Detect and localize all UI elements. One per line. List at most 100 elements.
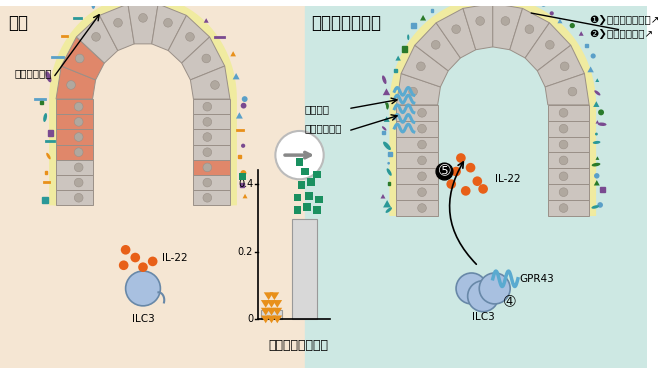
Ellipse shape <box>383 142 391 150</box>
Text: 抗菌ペプチド: 抗菌ペプチド <box>305 123 342 133</box>
Polygon shape <box>232 73 240 79</box>
Polygon shape <box>420 15 426 21</box>
Bar <box>600 187 605 191</box>
Ellipse shape <box>530 0 535 3</box>
Circle shape <box>476 16 484 25</box>
Circle shape <box>203 133 212 141</box>
Ellipse shape <box>592 163 600 166</box>
Bar <box>45 171 48 174</box>
Polygon shape <box>557 19 563 23</box>
Polygon shape <box>194 175 230 190</box>
Ellipse shape <box>385 102 389 107</box>
Circle shape <box>203 178 212 187</box>
Text: ➄: ➄ <box>439 165 450 178</box>
Bar <box>402 46 407 52</box>
Circle shape <box>148 257 157 266</box>
Polygon shape <box>56 99 92 114</box>
Polygon shape <box>76 15 118 63</box>
Polygon shape <box>596 120 599 123</box>
Circle shape <box>74 163 83 172</box>
Polygon shape <box>152 4 186 50</box>
Polygon shape <box>415 23 460 71</box>
Polygon shape <box>56 175 92 190</box>
Circle shape <box>417 62 425 71</box>
Circle shape <box>479 273 510 304</box>
Circle shape <box>125 271 160 306</box>
Polygon shape <box>383 88 390 95</box>
Text: 腸炎: 腸炎 <box>8 14 27 32</box>
Circle shape <box>67 81 76 89</box>
Bar <box>293 206 302 214</box>
Polygon shape <box>492 3 523 50</box>
Polygon shape <box>397 153 438 168</box>
Circle shape <box>275 131 324 179</box>
Bar <box>306 6 647 368</box>
Polygon shape <box>384 116 390 122</box>
Circle shape <box>409 87 417 96</box>
Text: ILC3: ILC3 <box>472 312 494 322</box>
Text: ILC3: ILC3 <box>131 313 154 324</box>
Ellipse shape <box>46 71 52 82</box>
Ellipse shape <box>91 0 95 9</box>
Circle shape <box>417 188 426 196</box>
Bar <box>315 196 323 203</box>
Circle shape <box>203 163 212 172</box>
Text: ❶❯ラクトバチルス↗: ❶❯ラクトバチルス↗ <box>590 15 660 25</box>
Polygon shape <box>588 67 594 72</box>
Polygon shape <box>194 114 230 129</box>
Polygon shape <box>548 184 589 200</box>
Polygon shape <box>525 23 571 71</box>
Text: IL-22: IL-22 <box>494 174 521 184</box>
Ellipse shape <box>593 141 600 144</box>
Circle shape <box>590 53 596 59</box>
Circle shape <box>203 102 212 111</box>
Circle shape <box>186 33 194 41</box>
Polygon shape <box>243 194 247 198</box>
Polygon shape <box>548 200 589 216</box>
Polygon shape <box>436 8 476 58</box>
Circle shape <box>472 177 482 186</box>
Bar <box>313 206 321 214</box>
Circle shape <box>114 18 123 27</box>
Circle shape <box>74 102 83 111</box>
Polygon shape <box>269 292 279 300</box>
Bar <box>302 168 309 175</box>
Polygon shape <box>56 66 96 99</box>
Polygon shape <box>194 99 230 114</box>
Circle shape <box>241 103 247 108</box>
Circle shape <box>138 263 148 272</box>
Ellipse shape <box>387 168 392 176</box>
Circle shape <box>570 23 575 28</box>
Circle shape <box>92 33 100 41</box>
Circle shape <box>594 173 600 178</box>
Circle shape <box>559 156 568 165</box>
Polygon shape <box>190 66 230 99</box>
Circle shape <box>75 54 84 63</box>
Bar <box>42 197 48 203</box>
Ellipse shape <box>592 205 599 209</box>
Circle shape <box>559 188 568 196</box>
Circle shape <box>501 16 510 25</box>
Text: 0: 0 <box>247 315 253 324</box>
Circle shape <box>74 178 83 187</box>
Bar <box>304 203 311 211</box>
Bar <box>306 192 313 200</box>
Text: ラクトバチルス量: ラクトバチルス量 <box>269 339 328 352</box>
Circle shape <box>119 260 129 270</box>
Polygon shape <box>548 153 589 168</box>
Polygon shape <box>261 308 271 316</box>
Bar <box>308 178 315 186</box>
Text: 0.2: 0.2 <box>238 247 253 257</box>
Circle shape <box>139 13 147 22</box>
Polygon shape <box>56 114 92 129</box>
Polygon shape <box>168 15 210 63</box>
Circle shape <box>545 40 554 49</box>
Polygon shape <box>510 8 549 58</box>
Polygon shape <box>383 200 391 208</box>
Polygon shape <box>548 121 589 137</box>
Polygon shape <box>267 300 276 308</box>
Bar <box>387 182 391 185</box>
Bar <box>261 310 282 319</box>
Circle shape <box>525 25 534 34</box>
Bar <box>382 131 385 134</box>
